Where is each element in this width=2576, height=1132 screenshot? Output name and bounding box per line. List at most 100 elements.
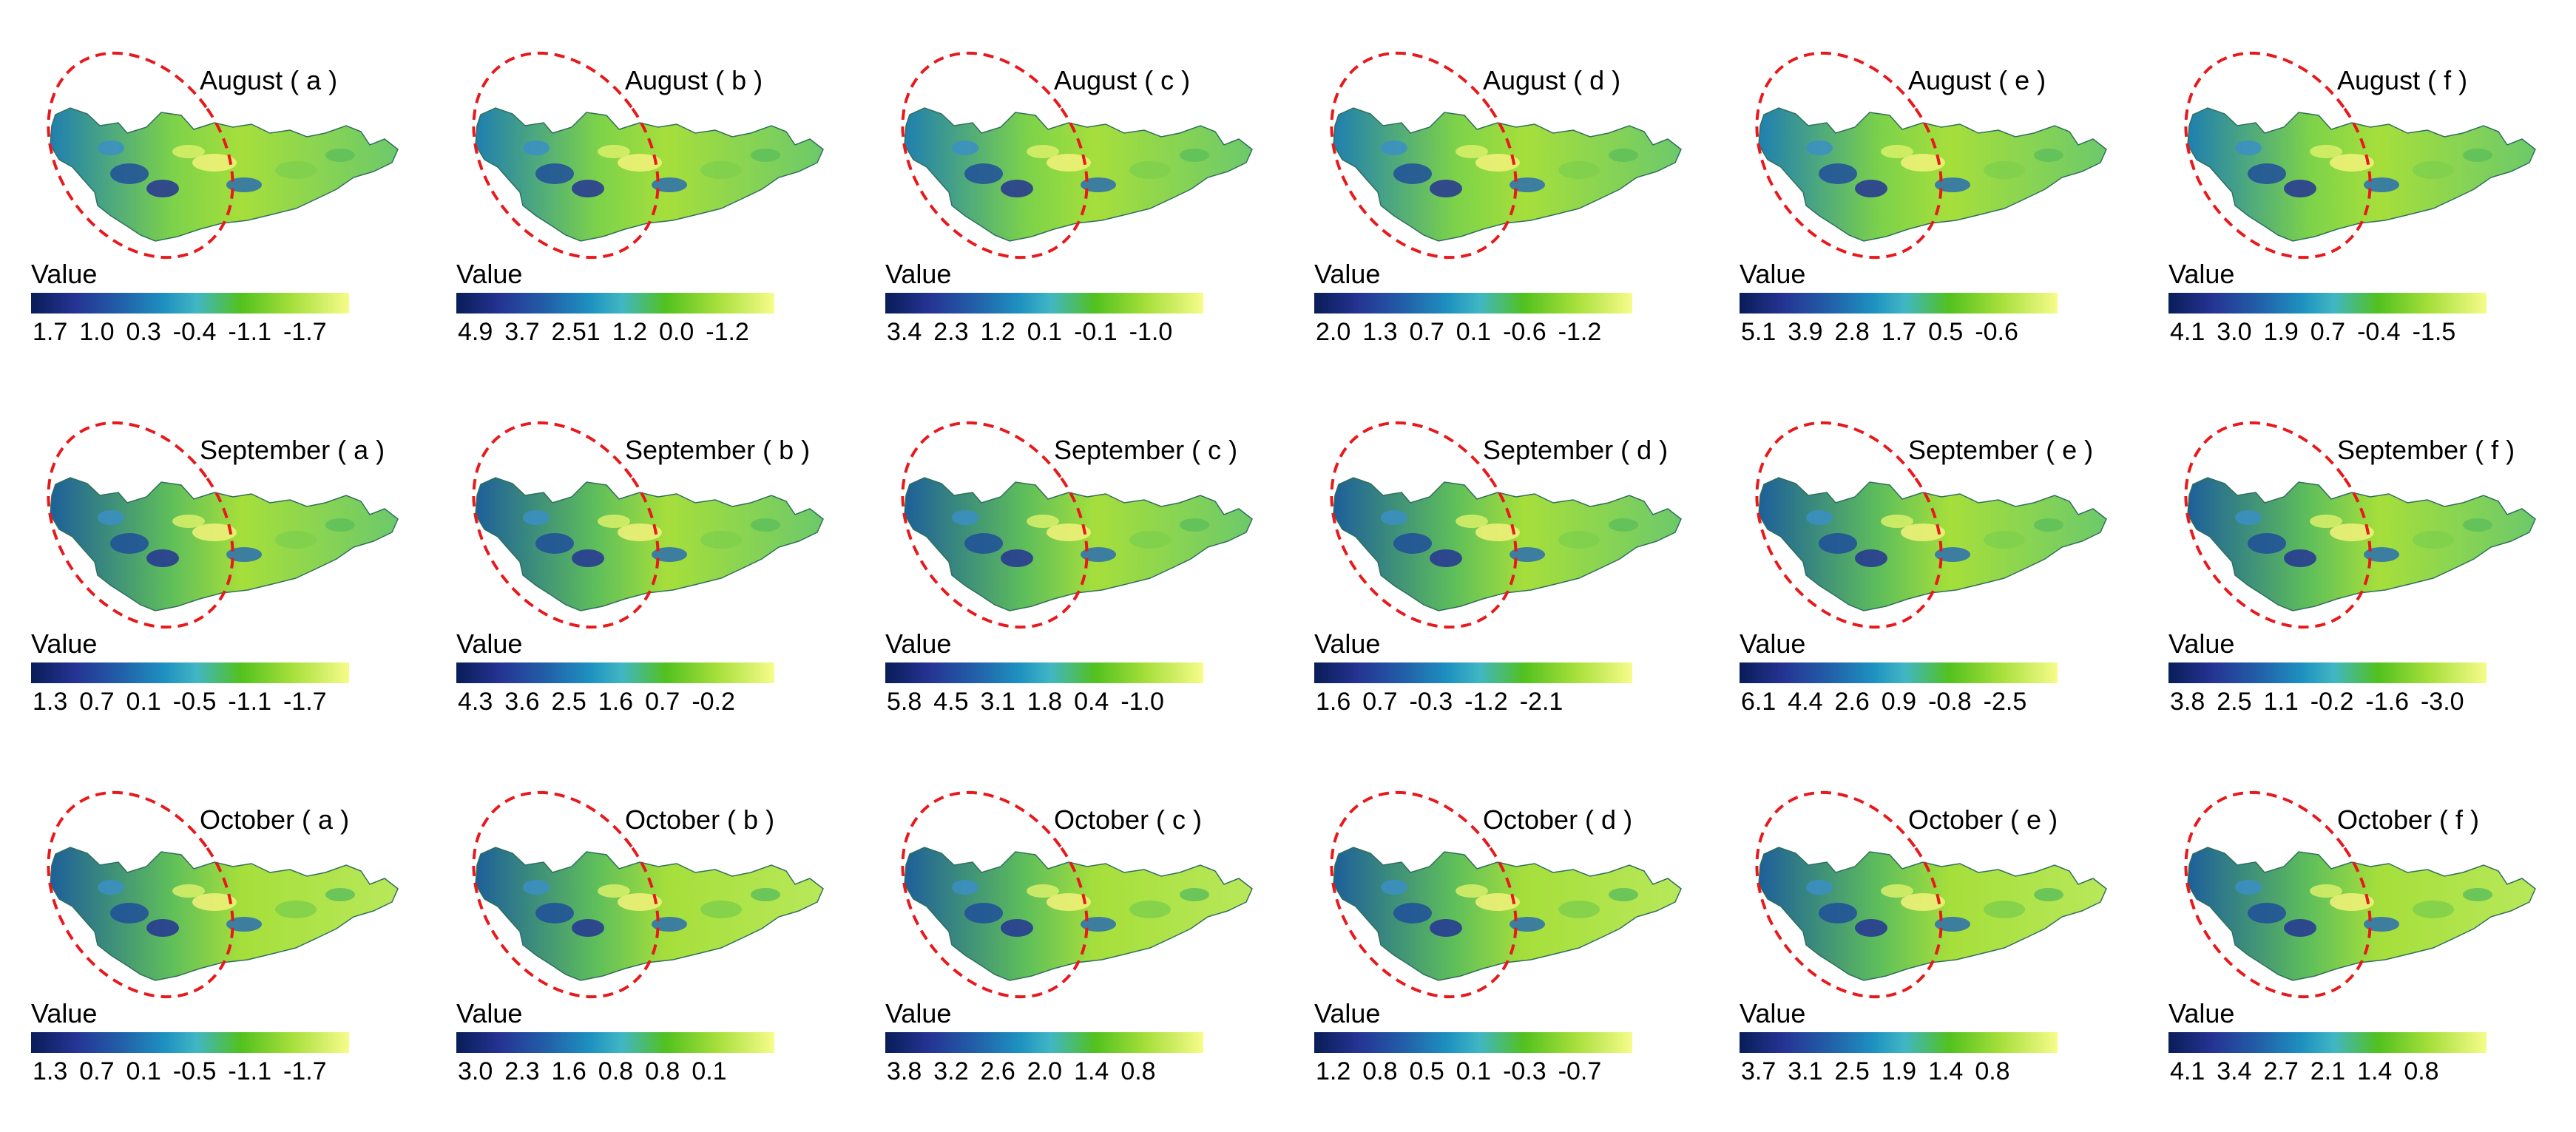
tick-label: 2.5 [1834,1057,1870,1085]
tick-label: -0.2 [2310,688,2354,716]
tick-label: -0.5 [172,1057,217,1085]
tick-label: 0.1 [126,1057,161,1085]
highlight-ellipse [901,790,1089,999]
colorbar [2168,1032,2487,1053]
colorbar-ticks: 4.1 3.4 2.7 2.1 1.4 0.8 [2170,1057,2451,1086]
colorbar-ticks: 1.7 1.0 0.3 -0.4 -1.1 -1.7 [33,318,339,347]
highlight-ellipse [901,421,1089,629]
basin-shape [904,477,1253,611]
colorbar-ticks: 3.0 2.3 1.6 0.8 0.8 0.1 [458,1057,739,1086]
tick-label: 0.7 [1362,688,1398,716]
basin-map [1330,790,1682,999]
colorbar [885,1032,1203,1053]
tick-label: 0.4 [1074,688,1109,716]
legend-label: Value [456,998,523,1028]
highlight-ellipse [1755,421,1943,629]
basin-shape [50,107,399,242]
panel-title: August ( a ) [200,65,338,95]
tick-label: 2.6 [1834,688,1870,716]
map-panel: October ( f ) Value 4.1 3.4 2.7 2.1 1.4 0.8 [2137,754,2566,1131]
highlight-ellipse [472,421,660,629]
colorbar-ticks: 1.3 0.7 0.1 -0.5 -1.1 -1.7 [33,688,339,716]
map-panel: August ( d ) Value 2.0 1.3 0.7 0.1 -0.6 -1.2 [1283,15,1712,392]
highlight-ellipse [472,51,660,260]
tick-label: 0.1 [126,688,161,716]
tick-label: -1.1 [228,318,271,346]
panel-title: October ( e ) [1908,804,2058,835]
tick-label: 0.1 [692,1057,727,1085]
basin-shape [475,477,824,611]
tick-label: -0.2 [692,688,735,716]
legend-label: Value [1740,628,1806,659]
tick-label: 0.7 [2310,318,2346,346]
map-panel: October ( d ) Value 1.2 0.8 0.5 0.1 -0.3 -0.7 [1283,754,1712,1131]
map-panel: October ( b ) Value 3.0 2.3 1.6 0.8 0.8 0.1 [425,754,854,1131]
highlight-ellipse [2184,421,2372,629]
basin-map [1330,51,1682,260]
tick-label: -1.2 [1558,318,1602,346]
highlight-ellipse [1330,421,1518,629]
basin-map [2184,421,2536,629]
highlight-ellipse [47,790,234,999]
colorbar [456,1032,774,1053]
legend-label: Value [1314,628,1381,659]
tick-label: 3.2 [933,1057,969,1085]
panel-title: August ( b ) [625,65,763,95]
map-panel: September ( a ) Value 1.3 0.7 0.1 -0.5 -1.1 -1.… [0,384,429,762]
tick-label: -1.6 [2365,688,2409,716]
panel-title: October ( f ) [2337,804,2480,835]
tick-label: 0.8 [1975,1057,2010,1085]
colorbar [456,662,774,683]
tick-label: 1.4 [1928,1057,1964,1085]
colorbar [31,662,349,683]
tick-label: 1.4 [1074,1057,1109,1085]
panel-title: September ( c ) [1054,435,1238,465]
basin-shape [50,847,399,981]
tick-label: 1.2 [1316,1057,1351,1085]
tick-label: 1.6 [598,688,634,716]
colorbar-ticks: 3.4 2.3 1.2 0.1 -0.1 -1.0 [887,318,1184,347]
tick-label: 2.3 [933,318,969,346]
tick-label: -1.0 [1129,318,1173,346]
tick-label: -1.7 [283,688,327,716]
basin-shape [1758,477,2107,611]
tick-label: 4.5 [933,688,969,716]
colorbar-ticks: 3.8 3.2 2.6 2.0 1.4 0.8 [887,1057,1168,1086]
tick-label: 0.5 [1409,1057,1444,1085]
tick-label: 1.7 [33,318,68,346]
basin-shape [50,477,399,611]
panel-title: October ( c ) [1054,804,1203,835]
legend-label: Value [1740,998,1806,1028]
tick-label: 3.4 [2217,1057,2252,1085]
panel-title: September ( e ) [1908,435,2094,465]
tick-label: 4.1 [2170,318,2205,346]
tick-label: 3.1 [980,688,1015,716]
panel-title: October ( a ) [200,804,350,835]
legend-label: Value [2168,259,2235,289]
map-panel: October ( e ) Value 3.7 3.1 2.5 1.9 1.4 0.8 [1708,754,2137,1131]
basin-map [1755,51,2107,260]
legend-label: Value [885,998,952,1028]
colorbar [1740,662,2058,683]
legend-label: Value [31,628,98,659]
tick-label: 0.5 [1928,318,1964,346]
tick-label: 4.9 [458,318,493,346]
basin-map [1755,421,2107,629]
tick-label: 4.1 [2170,1057,2205,1085]
panel-title: September ( d ) [1483,435,1669,465]
colorbar-ticks: 1.3 0.7 0.1 -0.5 -1.1 -1.7 [33,1057,339,1086]
colorbar [1314,293,1632,313]
basin-map [901,790,1253,999]
map-panel: August ( b ) Value 4.9 3.7 2.51 1.2 0.0 -1.2 [425,15,854,392]
basin-shape [1333,107,1682,242]
tick-label: 0.1 [1027,318,1063,346]
tick-label: 3.6 [504,688,540,716]
tick-label: 0.7 [645,688,680,716]
colorbar [31,293,349,313]
tick-label: 0.1 [1456,1057,1492,1085]
basin-shape [1758,847,2107,981]
tick-label: 3.8 [887,1057,922,1085]
tick-label: 1.3 [33,688,68,716]
map-panel: September ( e ) Value 6.1 4.4 2.6 0.9 -0.8 -2.5 [1708,384,2137,762]
